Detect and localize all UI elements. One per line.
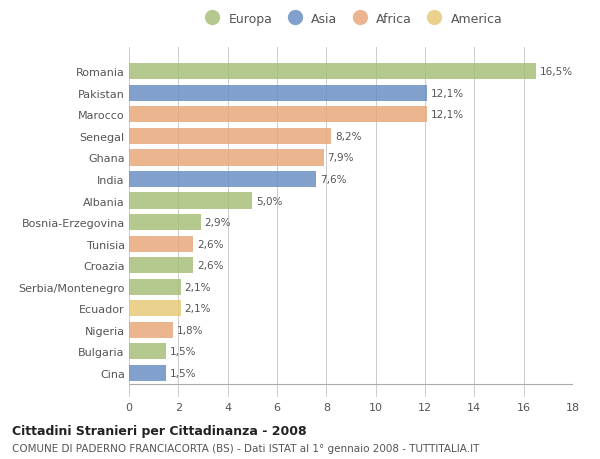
Text: COMUNE DI PADERNO FRANCIACORTA (BS) - Dati ISTAT al 1° gennaio 2008 - TUTTITALIA: COMUNE DI PADERNO FRANCIACORTA (BS) - Da… xyxy=(12,443,479,453)
Text: 12,1%: 12,1% xyxy=(431,89,464,99)
Text: Cittadini Stranieri per Cittadinanza - 2008: Cittadini Stranieri per Cittadinanza - 2… xyxy=(12,424,307,437)
Text: 2,6%: 2,6% xyxy=(197,261,223,271)
Bar xyxy=(129,257,193,274)
Text: 5,0%: 5,0% xyxy=(256,196,283,206)
Text: 16,5%: 16,5% xyxy=(540,67,573,77)
Text: 2,6%: 2,6% xyxy=(197,239,223,249)
Bar xyxy=(129,193,253,209)
Bar xyxy=(129,214,200,231)
Bar xyxy=(129,64,536,80)
Bar xyxy=(129,322,173,338)
Text: 1,5%: 1,5% xyxy=(170,347,196,357)
Text: 7,6%: 7,6% xyxy=(320,174,347,185)
Text: 2,1%: 2,1% xyxy=(185,303,211,313)
Text: 7,9%: 7,9% xyxy=(328,153,354,163)
Bar xyxy=(129,301,181,317)
Bar xyxy=(129,172,316,188)
Bar xyxy=(129,107,427,123)
Text: 8,2%: 8,2% xyxy=(335,132,361,142)
Text: 1,8%: 1,8% xyxy=(177,325,203,335)
Bar xyxy=(129,129,331,145)
Bar xyxy=(129,150,324,166)
Text: 12,1%: 12,1% xyxy=(431,110,464,120)
Bar xyxy=(129,236,193,252)
Text: 2,1%: 2,1% xyxy=(185,282,211,292)
Bar xyxy=(129,343,166,360)
Text: 1,5%: 1,5% xyxy=(170,368,196,378)
Legend: Europa, Asia, Africa, America: Europa, Asia, Africa, America xyxy=(200,12,502,26)
Text: 2,9%: 2,9% xyxy=(204,218,231,228)
Bar xyxy=(129,279,181,295)
Bar xyxy=(129,365,166,381)
Bar xyxy=(129,85,427,102)
